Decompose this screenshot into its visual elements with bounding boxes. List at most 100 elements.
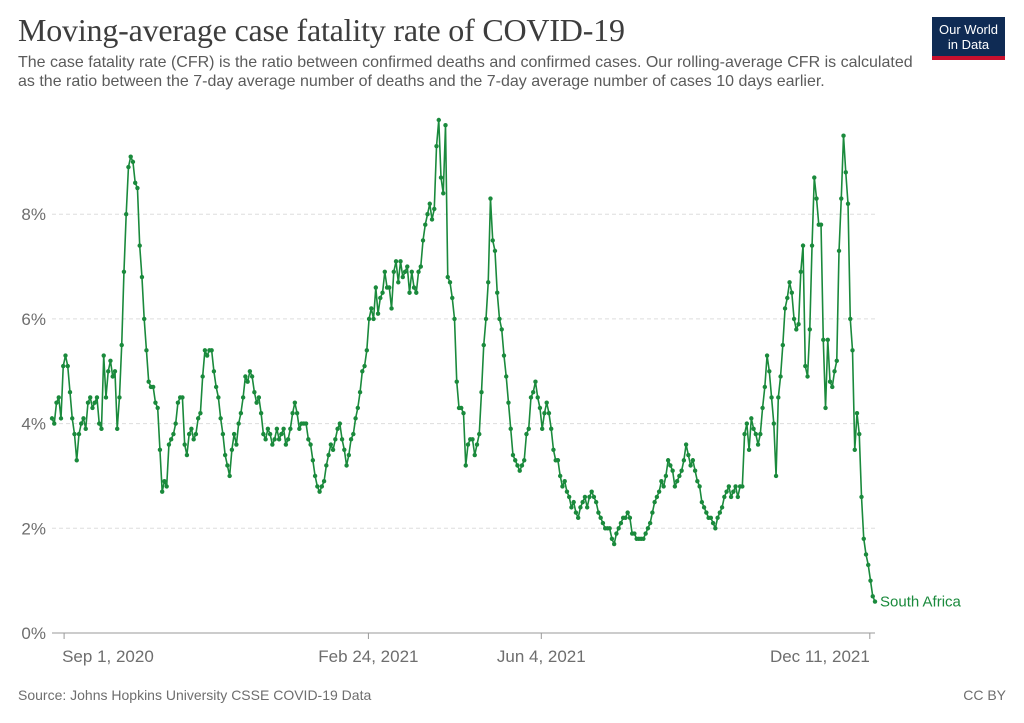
data-point bbox=[76, 431, 82, 437]
data-point bbox=[204, 353, 210, 358]
data-point bbox=[319, 484, 325, 489]
data-point bbox=[83, 426, 88, 432]
data-point bbox=[616, 526, 621, 531]
data-point bbox=[647, 520, 653, 526]
data-point bbox=[355, 405, 361, 411]
data-point bbox=[106, 369, 111, 374]
data-point bbox=[288, 426, 293, 432]
data-point bbox=[373, 285, 378, 290]
data-point bbox=[393, 259, 399, 264]
data-point bbox=[94, 395, 100, 400]
data-point bbox=[477, 431, 482, 437]
data-point bbox=[420, 238, 426, 243]
data-point bbox=[728, 494, 734, 500]
data-point bbox=[447, 280, 453, 285]
data-point bbox=[557, 473, 563, 479]
data-point bbox=[398, 259, 403, 264]
data-point bbox=[796, 321, 801, 327]
data-point bbox=[618, 520, 624, 526]
data-point bbox=[249, 374, 255, 379]
owid-logo[interactable]: Our World in Data bbox=[932, 17, 1005, 60]
data-point bbox=[724, 489, 729, 494]
data-point bbox=[591, 494, 597, 500]
data-point bbox=[115, 426, 120, 432]
data-point bbox=[306, 437, 311, 442]
source-note[interactable]: Source: Johns Hopkins University CSSE CO… bbox=[18, 687, 372, 703]
data-point bbox=[335, 426, 340, 432]
data-point bbox=[778, 374, 783, 379]
data-point bbox=[863, 552, 869, 557]
data-point bbox=[740, 484, 745, 489]
x-tick-label: Feb 24, 2021 bbox=[318, 647, 418, 666]
data-point bbox=[276, 437, 282, 442]
data-point bbox=[735, 494, 741, 500]
data-point bbox=[119, 342, 124, 348]
data-point bbox=[227, 473, 232, 479]
data-point bbox=[265, 426, 271, 432]
data-point bbox=[254, 400, 259, 405]
data-point bbox=[308, 442, 313, 447]
data-point bbox=[731, 489, 736, 494]
data-point bbox=[88, 395, 93, 400]
data-point bbox=[845, 201, 851, 206]
data-point bbox=[513, 458, 518, 463]
data-point bbox=[575, 515, 581, 521]
data-point bbox=[859, 494, 864, 500]
data-point bbox=[128, 154, 133, 159]
data-point bbox=[533, 379, 538, 384]
data-point bbox=[213, 384, 219, 390]
data-point bbox=[103, 395, 109, 400]
data-point bbox=[551, 447, 556, 452]
data-point bbox=[157, 447, 163, 452]
data-point bbox=[652, 499, 657, 505]
data-point bbox=[173, 421, 178, 426]
data-point bbox=[247, 369, 253, 374]
data-point bbox=[297, 426, 302, 432]
data-point bbox=[643, 531, 648, 536]
data-point bbox=[61, 363, 66, 369]
data-point bbox=[506, 400, 511, 405]
data-point bbox=[272, 437, 277, 442]
data-point bbox=[164, 484, 169, 489]
data-point bbox=[130, 159, 136, 165]
data-point bbox=[481, 342, 486, 348]
data-point bbox=[366, 316, 372, 322]
data-point bbox=[238, 410, 244, 416]
data-point bbox=[495, 290, 500, 295]
data-point bbox=[121, 269, 127, 275]
data-point bbox=[584, 505, 590, 510]
data-point bbox=[571, 499, 576, 505]
data-point bbox=[546, 410, 552, 416]
x-tick-label: Sep 1, 2020 bbox=[62, 647, 154, 666]
license-note[interactable]: CC BY bbox=[963, 687, 1006, 703]
data-point bbox=[270, 442, 275, 447]
data-point bbox=[126, 164, 131, 170]
data-point bbox=[303, 421, 309, 426]
data-point bbox=[674, 478, 680, 484]
data-point bbox=[414, 290, 419, 295]
data-point bbox=[153, 400, 158, 405]
data-point bbox=[771, 421, 777, 426]
data-point bbox=[789, 290, 794, 295]
data-point bbox=[641, 536, 646, 541]
data-point bbox=[614, 531, 619, 536]
data-point bbox=[465, 442, 471, 447]
data-point bbox=[661, 484, 666, 489]
data-point bbox=[537, 405, 543, 411]
data-point bbox=[391, 269, 396, 275]
data-point bbox=[54, 400, 59, 405]
data-point bbox=[133, 180, 138, 186]
data-point bbox=[175, 400, 181, 405]
data-point bbox=[699, 499, 705, 505]
data-point bbox=[596, 510, 601, 515]
data-point bbox=[337, 421, 343, 426]
data-point bbox=[492, 248, 498, 254]
data-point bbox=[171, 431, 176, 437]
data-point bbox=[117, 395, 122, 400]
series-line-south-africa bbox=[51, 119, 876, 602]
data-point bbox=[870, 594, 875, 599]
data-point bbox=[99, 426, 104, 432]
data-point bbox=[186, 431, 192, 437]
data-point bbox=[866, 562, 871, 568]
